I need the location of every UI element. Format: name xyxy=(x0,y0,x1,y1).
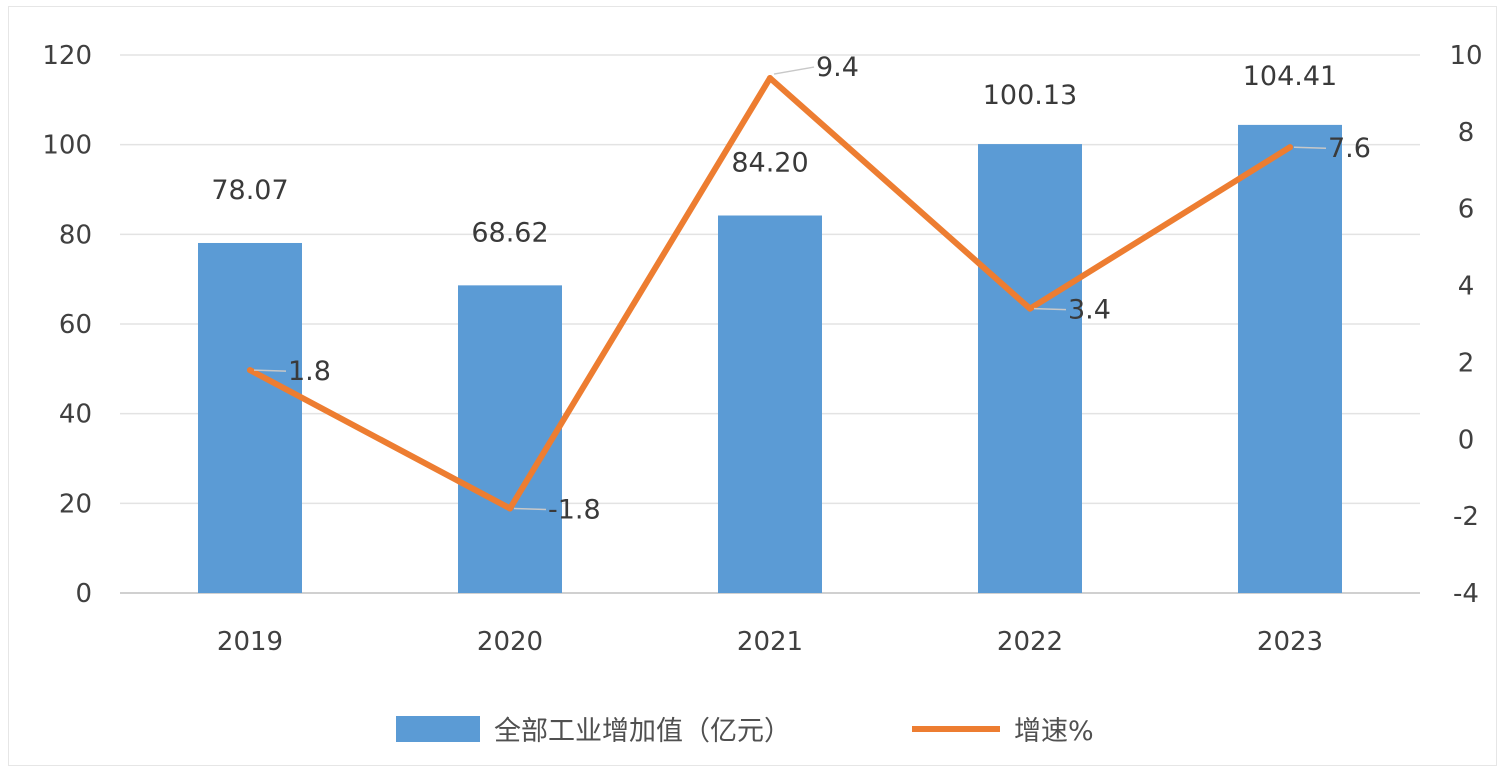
left-tick-label: 0 xyxy=(75,579,92,609)
right-tick-label: -4 xyxy=(1453,579,1479,609)
bar-data-label: 84.20 xyxy=(731,148,808,179)
right-tick-label: 6 xyxy=(1458,195,1475,225)
leader-line xyxy=(773,66,815,75)
right-tick-label: 10 xyxy=(1449,41,1482,71)
line-data-label: 1.8 xyxy=(288,356,331,387)
line-point xyxy=(247,367,253,374)
bar xyxy=(718,215,822,593)
bar-data-label: 78.07 xyxy=(211,175,288,206)
x-axis: 2019 2020 2021 2022 2023 xyxy=(217,627,1323,657)
bar xyxy=(198,242,302,594)
bar-data-label: 104.41 xyxy=(1243,61,1337,92)
x-tick-label: 2020 xyxy=(477,627,543,657)
bar-data-label: 68.62 xyxy=(471,217,548,248)
line-point xyxy=(1287,144,1293,151)
bar xyxy=(458,285,562,593)
leader-line xyxy=(1033,307,1067,311)
legend-label-bar: 全部工业增加值（亿元） xyxy=(494,716,791,747)
line-data-label: 3.4 xyxy=(1068,295,1111,326)
left-tick-label: 100 xyxy=(42,131,92,161)
leader-line xyxy=(1293,146,1327,149)
legend-swatch-bar xyxy=(396,716,480,742)
x-tick-label: 2022 xyxy=(997,627,1063,657)
right-tick-label: 4 xyxy=(1458,272,1475,302)
line-data-label: 9.4 xyxy=(816,52,859,83)
line-data-label: 7.6 xyxy=(1328,133,1371,164)
x-tick-label: 2019 xyxy=(217,627,283,657)
legend-label-line: 增速% xyxy=(1014,716,1094,747)
leader-line xyxy=(253,369,287,372)
left-axis: 0 20 40 60 80 100 120 xyxy=(42,41,92,609)
x-tick-label: 2021 xyxy=(737,627,803,657)
left-tick-label: 120 xyxy=(42,41,92,71)
bar-series xyxy=(198,124,1342,594)
data-labels: 78.07 68.62 84.20 100.13 104.41 1.8 -1.8 9.4 3.4… xyxy=(211,52,1371,525)
line-point xyxy=(507,505,513,512)
line-point xyxy=(767,75,773,82)
line-point xyxy=(1027,305,1033,312)
left-tick-label: 40 xyxy=(59,400,92,430)
left-tick-label: 20 xyxy=(59,489,92,519)
legend: 全部工业增加值（亿元） 增速% xyxy=(396,716,1094,747)
bar xyxy=(978,144,1082,593)
leader-line xyxy=(513,507,547,511)
right-tick-label: -2 xyxy=(1453,502,1479,532)
right-tick-label: 0 xyxy=(1458,425,1475,455)
bar xyxy=(1238,124,1342,593)
right-tick-label: 8 xyxy=(1458,118,1475,148)
right-tick-label: 2 xyxy=(1458,348,1475,378)
right-axis: -4 -2 0 2 4 6 8 10 xyxy=(1449,41,1482,609)
line-series xyxy=(247,75,1293,512)
x-tick-label: 2023 xyxy=(1257,627,1323,657)
left-tick-label: 60 xyxy=(59,310,92,340)
left-tick-label: 80 xyxy=(59,220,92,250)
bar-data-label: 100.13 xyxy=(983,80,1077,111)
line-data-label: -1.8 xyxy=(548,494,601,525)
